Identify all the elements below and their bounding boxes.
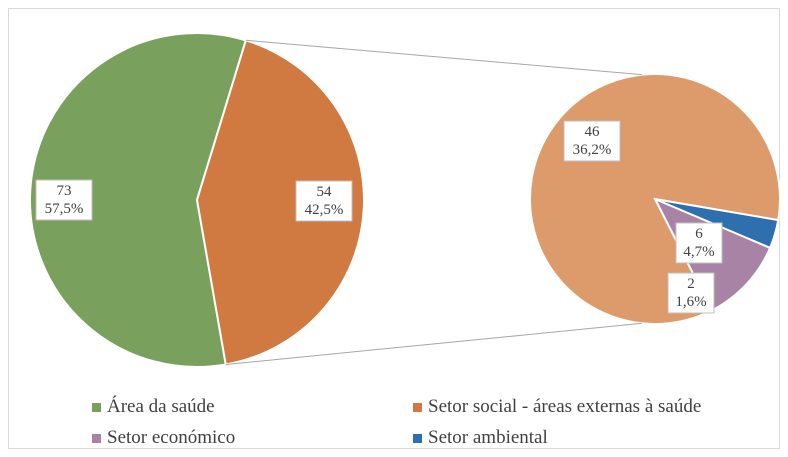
legend-label: Setor ambiental bbox=[428, 427, 548, 448]
connector-lines bbox=[225, 39, 642, 365]
legend-label: Setor social - áreas externas à saúde bbox=[428, 396, 702, 417]
label-percent: 36,2% bbox=[573, 142, 612, 158]
slice-area-da-saude bbox=[29, 32, 248, 368]
label-percent: 4,7% bbox=[683, 244, 714, 260]
label-count: 6 bbox=[695, 226, 703, 242]
slices-layer bbox=[29, 32, 781, 368]
label-percent: 1,6% bbox=[675, 294, 706, 310]
legend-swatch-icon bbox=[413, 402, 422, 412]
connector-line-bottom bbox=[225, 322, 642, 365]
data-label-setor-social-main: 54 42,5% bbox=[295, 180, 353, 222]
legend-item-area-da-saude: Área da saúde bbox=[92, 396, 215, 418]
legend-label: Setor económico bbox=[107, 427, 236, 448]
label-percent: 57,5% bbox=[45, 201, 84, 217]
label-percent: 42,5% bbox=[305, 202, 344, 218]
legend-item-setor-economico: Setor económico bbox=[92, 427, 235, 449]
label-count: 2 bbox=[687, 276, 695, 292]
legend-label: Área da saúde bbox=[107, 396, 215, 417]
label-count: 46 bbox=[585, 124, 601, 140]
data-label-setor-economico: 6 4,7% bbox=[675, 222, 723, 264]
legend-item-setor-social: Setor social - áreas externas à saúde bbox=[413, 396, 701, 418]
legend-swatch-icon bbox=[413, 433, 422, 443]
data-label-area-da-saude: 73 57,5% bbox=[35, 179, 93, 221]
legend-swatch-icon bbox=[92, 402, 101, 412]
data-label-setor-social-secondary: 46 36,2% bbox=[563, 120, 621, 162]
chart-frame bbox=[8, 8, 780, 449]
connector-line-top bbox=[245, 39, 642, 76]
label-count: 54 bbox=[317, 184, 333, 200]
label-count: 73 bbox=[57, 183, 72, 199]
legend-swatch-icon bbox=[92, 433, 101, 443]
data-label-setor-ambiental: 2 1,6% bbox=[667, 272, 715, 314]
legend-item-setor-ambiental: Setor ambiental bbox=[413, 427, 548, 449]
slice-setor-social-main bbox=[195, 39, 366, 366]
